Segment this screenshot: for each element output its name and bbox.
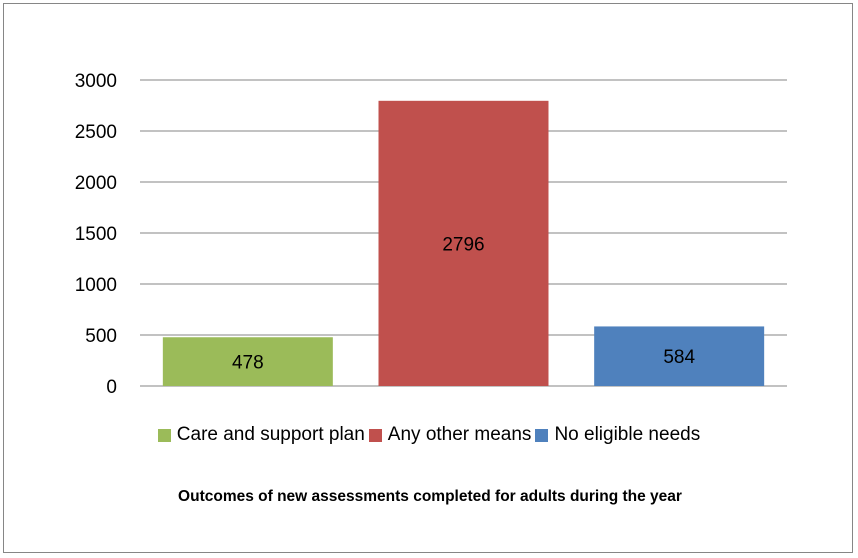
y-tick-label: 1500 xyxy=(75,224,117,245)
y-tick-label: 3000 xyxy=(75,71,117,92)
legend-swatch xyxy=(368,428,382,442)
data-labels: 478 2796 584 xyxy=(232,234,695,373)
data-label: 478 xyxy=(232,353,264,374)
chart-title: Outcomes of new assessments completed fo… xyxy=(178,488,682,505)
bars xyxy=(162,100,765,387)
data-label: 2796 xyxy=(442,234,484,255)
y-tick-label: 2000 xyxy=(75,173,117,194)
legend: Care and support plan Any other means No… xyxy=(0,424,858,446)
legend-label: Care and support plan xyxy=(176,424,365,445)
legend-item-no-eligible-needs: No eligible needs xyxy=(535,424,700,446)
legend-item-any-other-means: Any other means xyxy=(368,424,532,446)
bar-care-and-support-plan xyxy=(162,337,333,386)
bar-any-other-means xyxy=(378,100,549,387)
y-tick-label: 0 xyxy=(106,377,117,398)
y-tick-label: 1000 xyxy=(75,275,117,296)
data-label: 584 xyxy=(663,347,695,368)
legend-label: No eligible needs xyxy=(554,424,701,445)
legend-swatch xyxy=(157,428,171,442)
y-tick-label: 2500 xyxy=(75,122,117,143)
bar-no-eligible-needs xyxy=(594,326,765,386)
y-axis-tick-labels: 0 500 1000 1500 2000 2500 3000 xyxy=(75,71,117,398)
legend-label: Any other means xyxy=(387,424,532,445)
legend-item-care-and-support-plan: Care and support plan xyxy=(157,424,365,446)
legend-swatch xyxy=(535,428,549,442)
y-tick-label: 500 xyxy=(85,326,117,347)
